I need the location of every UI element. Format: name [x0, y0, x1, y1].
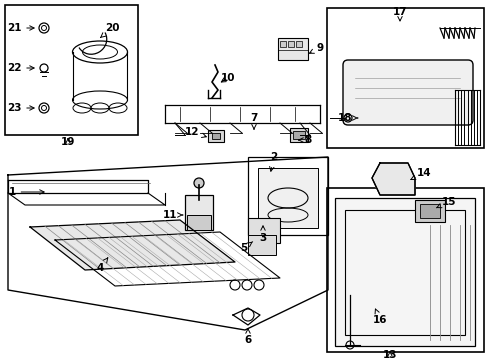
Bar: [247, 235, 275, 255]
Bar: [247, 218, 280, 243]
Bar: [184, 195, 213, 230]
Polygon shape: [30, 220, 235, 270]
Text: 14: 14: [410, 168, 430, 180]
Text: 10: 10: [220, 73, 235, 83]
Text: 3: 3: [259, 226, 266, 243]
Polygon shape: [371, 163, 414, 195]
Bar: [5, 5, 138, 135]
Bar: [212, 133, 220, 139]
Text: 15: 15: [435, 197, 455, 208]
Text: 7: 7: [250, 113, 257, 129]
Text: 1: 1: [8, 187, 44, 197]
Bar: [287, 41, 293, 47]
Text: 11: 11: [163, 210, 183, 220]
Bar: [326, 8, 483, 148]
Text: 4: 4: [96, 258, 108, 273]
Text: 17: 17: [392, 7, 407, 21]
Text: 19: 19: [61, 137, 75, 147]
Bar: [334, 198, 474, 346]
Text: 13: 13: [382, 350, 396, 360]
Bar: [278, 38, 307, 60]
Circle shape: [194, 178, 203, 188]
Text: 5: 5: [240, 242, 252, 253]
Text: 8: 8: [298, 135, 311, 145]
Text: 21: 21: [7, 23, 34, 33]
Text: 12: 12: [184, 127, 206, 138]
Text: 9: 9: [309, 43, 323, 53]
Bar: [414, 200, 444, 222]
Text: 18: 18: [337, 113, 357, 123]
Text: 20: 20: [100, 23, 119, 38]
Bar: [289, 128, 307, 142]
Bar: [326, 188, 483, 352]
Bar: [280, 41, 285, 47]
Bar: [258, 168, 317, 228]
Bar: [207, 130, 224, 142]
Bar: [247, 157, 327, 235]
Text: 6: 6: [244, 329, 251, 345]
Bar: [186, 215, 210, 230]
Bar: [292, 131, 305, 139]
Bar: [419, 204, 439, 218]
Bar: [295, 41, 302, 47]
FancyBboxPatch shape: [342, 60, 472, 125]
Text: 2: 2: [269, 152, 277, 171]
Text: 22: 22: [7, 63, 34, 73]
Bar: [345, 210, 464, 335]
Text: 23: 23: [7, 103, 34, 113]
Text: 16: 16: [372, 309, 386, 325]
